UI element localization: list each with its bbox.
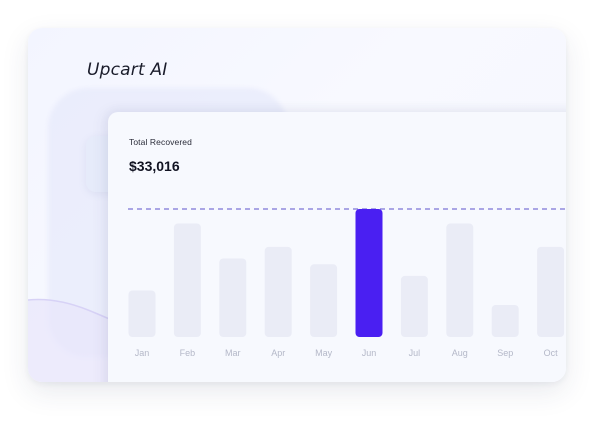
month-label-oct: Oct [544,348,559,358]
bar-jun-highlighted[interactable] [355,209,383,337]
bar-apr[interactable] [264,246,292,337]
month-label-mar: Mar [225,348,241,358]
bar-oct[interactable] [537,246,565,337]
month-label-aug: Aug [452,348,468,358]
bar-sep[interactable] [491,305,519,337]
app-card: Upcart AI Total Recovered $33,016 Jan Feb… [28,28,566,382]
bar-may[interactable] [310,264,338,337]
month-label-may: May [315,348,333,358]
month-label-apr: Apr [271,348,285,358]
brand-name: Upcart AI [87,60,168,80]
month-label-sep: Sep [497,348,513,358]
month-label-feb: Feb [180,348,196,358]
total-recovered-value: $33,016 [129,158,180,174]
bar-jul[interactable] [400,275,428,337]
panel-title: Total Recovered [129,137,192,147]
bar-feb[interactable] [173,223,201,337]
month-label-jun: Jun [362,348,377,358]
month-label-jan: Jan [135,348,150,358]
revenue-chart-panel: Total Recovered $33,016 Jan Feb Mar Apr May J… [108,112,566,382]
month-label-jul: Jul [409,348,421,358]
bar-jan[interactable] [128,290,156,337]
monthly-bar-chart: Jan Feb Mar Apr May Jun Jul Aug Sep Oct [128,208,566,358]
bar-aug[interactable] [446,223,474,337]
bar-mar[interactable] [219,258,247,337]
